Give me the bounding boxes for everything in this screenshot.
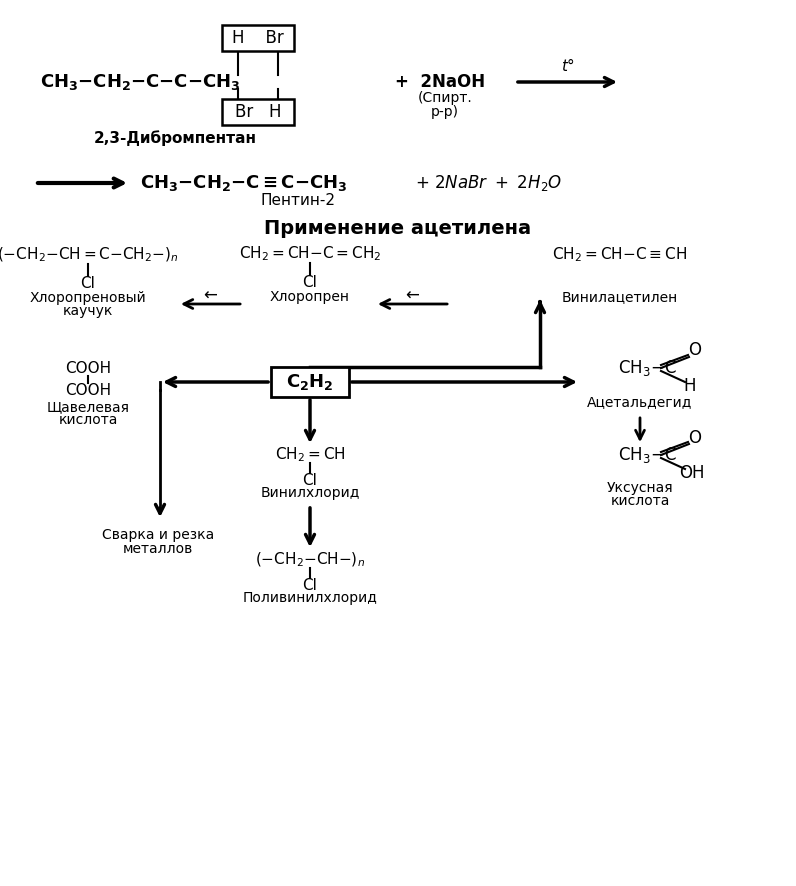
Text: $(\mathregular{-CH_2{-}CH{-}})_n$: $(\mathregular{-CH_2{-}CH{-}})_n$ <box>255 551 365 569</box>
Text: Cl: Cl <box>80 276 96 291</box>
Text: Применение ацетилена: Применение ацетилена <box>264 219 532 237</box>
Text: $\mathregular{CH_2{=}CH}$: $\mathregular{CH_2{=}CH}$ <box>275 446 345 464</box>
Text: Cl: Cl <box>302 578 318 593</box>
Text: каучук: каучук <box>63 304 113 318</box>
Text: O: O <box>689 341 701 359</box>
Text: $\mathregular{CH_3{-}C}$: $\mathregular{CH_3{-}C}$ <box>618 445 677 465</box>
Text: Щавелевая: Щавелевая <box>46 400 130 414</box>
Text: Сварка и резка: Сварка и резка <box>102 528 214 542</box>
Text: t°: t° <box>561 58 575 74</box>
Text: Br   H: Br H <box>235 103 281 121</box>
Text: Уксусная: Уксусная <box>607 481 673 495</box>
Text: ←: ← <box>203 287 217 305</box>
Text: ←: ← <box>405 287 419 305</box>
Text: Поливинилхлорид: Поливинилхлорид <box>243 591 377 605</box>
Text: Cl: Cl <box>302 472 318 487</box>
Text: Ацетальдегид: Ацетальдегид <box>587 395 693 409</box>
Text: Винилацетилен: Винилацетилен <box>562 290 678 304</box>
Text: $\mathregular{CH_2{=}CH{-}C{=}CH_2}$: $\mathregular{CH_2{=}CH{-}C{=}CH_2}$ <box>239 245 381 263</box>
Text: $\mathregular{CH_2{=}CH{-}C{\equiv}CH}$: $\mathregular{CH_2{=}CH{-}C{\equiv}CH}$ <box>552 245 688 264</box>
Text: $\mathregular{CH_3{-}CH_2{-}C{-}C{-}CH_3}$: $\mathregular{CH_3{-}CH_2{-}C{-}C{-}CH_3… <box>40 72 240 92</box>
Bar <box>271 367 349 397</box>
Bar <box>222 25 294 51</box>
Text: 2,3-Дибромпентан: 2,3-Дибромпентан <box>93 130 256 146</box>
Text: металлов: металлов <box>123 542 193 556</box>
Text: $\mathregular{CH_3{-}CH_2{-}C{\equiv}C{-}CH_3}$: $\mathregular{CH_3{-}CH_2{-}C{\equiv}C{-… <box>140 173 347 193</box>
Text: кислота: кислота <box>611 494 669 508</box>
Text: $\mathbf{C_2H_2}$: $\mathbf{C_2H_2}$ <box>287 372 334 392</box>
Text: $+\ 2NaBr\ +\ 2H_2O$: $+\ 2NaBr\ +\ 2H_2O$ <box>415 173 563 193</box>
Text: р-р): р-р) <box>431 105 459 119</box>
Text: O: O <box>689 429 701 447</box>
Text: Cl: Cl <box>302 275 318 290</box>
Text: +  2NaOH: + 2NaOH <box>395 73 485 91</box>
Text: (Спирт.: (Спирт. <box>418 91 472 105</box>
Text: COOH: COOH <box>65 361 111 376</box>
Text: H    Br: H Br <box>232 29 284 47</box>
Bar <box>222 99 294 125</box>
Text: Хлоропреновый: Хлоропреновый <box>29 291 146 305</box>
Text: Хлоропрен: Хлоропрен <box>270 290 350 304</box>
Text: COOH: COOH <box>65 383 111 398</box>
Text: H: H <box>684 377 696 395</box>
Text: $\mathregular{CH_3{-}C}$: $\mathregular{CH_3{-}C}$ <box>618 358 677 378</box>
Text: Пентин-2: Пентин-2 <box>260 192 335 207</box>
Text: OH: OH <box>679 464 704 482</box>
Text: $(\mathregular{-CH_2{-}CH{=}C{-}CH_2{-}})_n$: $(\mathregular{-CH_2{-}CH{=}C{-}CH_2{-}}… <box>0 245 179 264</box>
Text: кислота: кислота <box>58 413 118 427</box>
Text: Винилхлорид: Винилхлорид <box>260 486 360 500</box>
